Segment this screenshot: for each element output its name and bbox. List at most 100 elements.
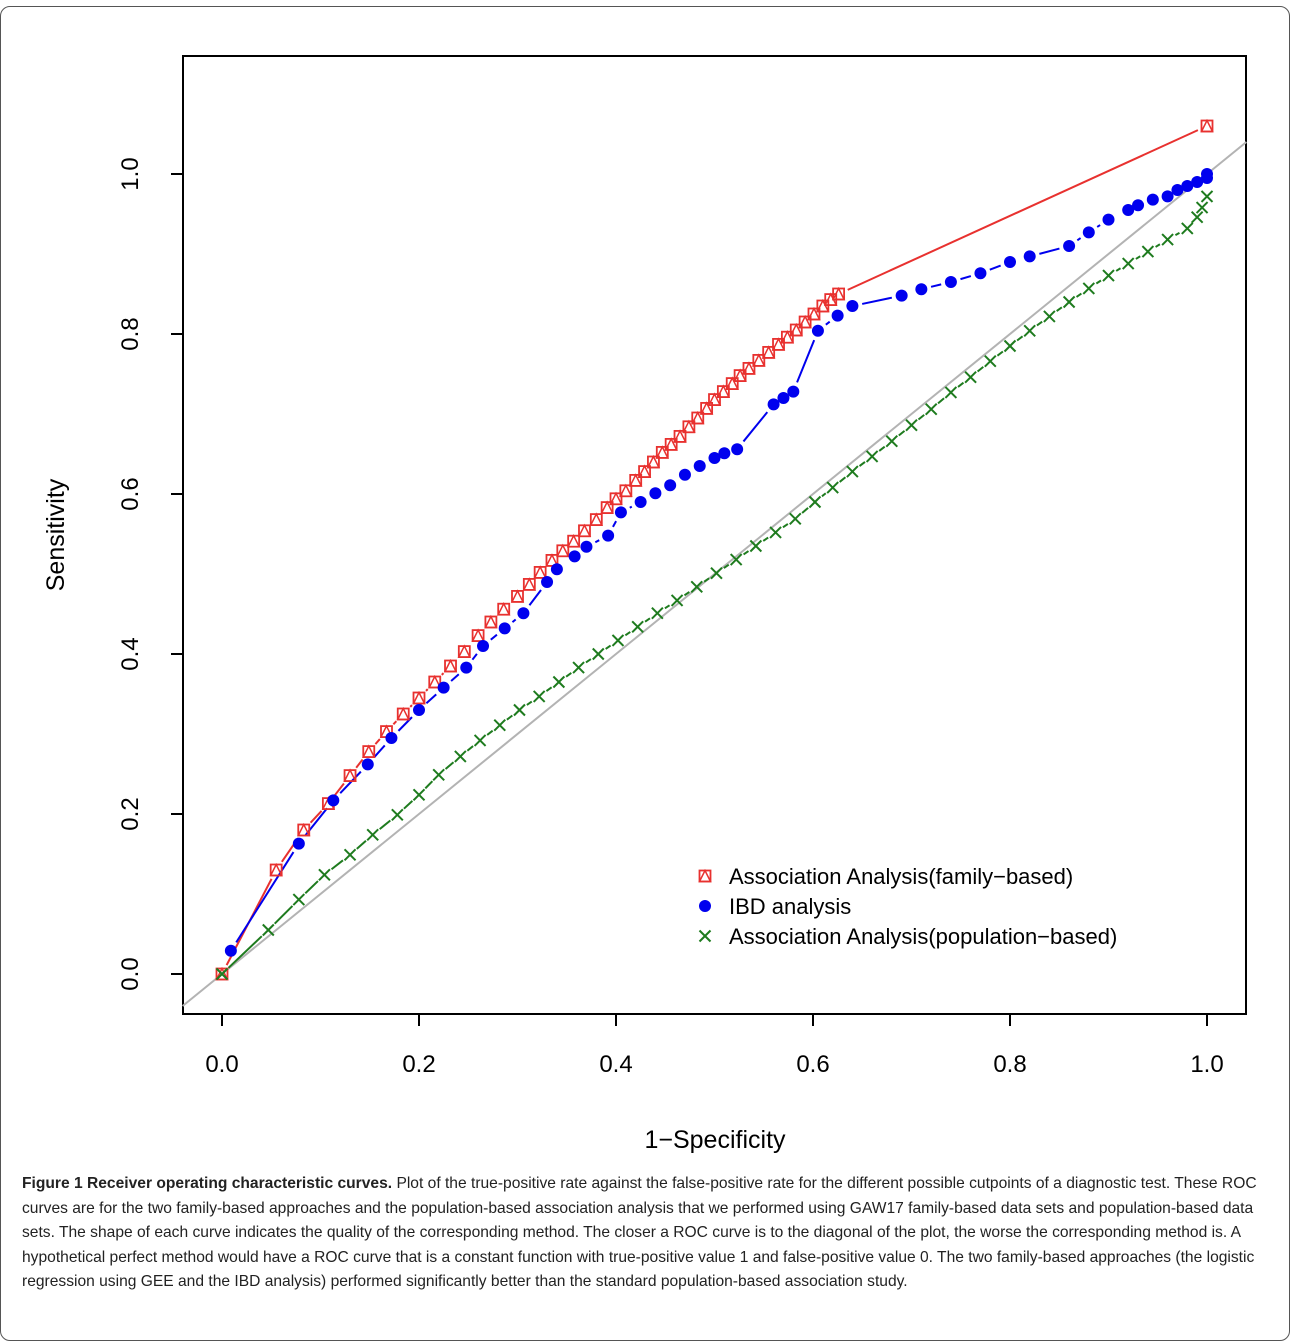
data-point xyxy=(568,550,581,563)
data-point xyxy=(831,309,844,322)
data-point xyxy=(631,620,644,634)
caption-label: Figure 1 Receiver operating characterist… xyxy=(22,1175,393,1192)
figure-frame xyxy=(0,6,1290,1341)
data-point xyxy=(362,744,376,758)
data-point xyxy=(572,661,585,674)
data-point xyxy=(670,594,684,607)
data-point xyxy=(808,495,822,509)
data-point xyxy=(1161,233,1174,246)
data-point xyxy=(1171,184,1184,196)
series-line-1 xyxy=(235,224,1101,943)
data-point xyxy=(789,322,803,337)
data-point xyxy=(905,418,918,432)
data-point xyxy=(729,553,743,566)
data-point xyxy=(224,944,237,957)
data-point xyxy=(552,675,566,689)
x-axis-label: 1−Specificity xyxy=(644,1126,786,1154)
legend-marker xyxy=(698,929,712,943)
data-point xyxy=(664,437,678,451)
data-point xyxy=(413,704,425,716)
data-point xyxy=(628,473,643,487)
data-point xyxy=(637,464,652,479)
data-point xyxy=(718,447,731,460)
data-point xyxy=(798,314,812,329)
x-tick-label: 0.0 xyxy=(205,1051,238,1078)
data-point xyxy=(885,434,899,448)
data-point xyxy=(651,606,664,620)
data-point xyxy=(327,794,340,807)
data-point xyxy=(1161,190,1174,203)
figure-caption: Figure 1 Receiver operating characterist… xyxy=(22,1172,1272,1295)
data-point xyxy=(1023,324,1036,338)
data-point xyxy=(215,966,229,981)
roc-chart: 0.0 0.2 0.4 0.6 0.8 1.0 0.0 0.2 0.4 0.6 0.8 1.0 1−… xyxy=(42,55,1248,1154)
data-point xyxy=(498,622,511,635)
y-tick-label: 0.2 xyxy=(117,797,144,830)
data-point xyxy=(690,580,703,594)
data-point xyxy=(1023,250,1036,263)
y-tick-label: 0.8 xyxy=(117,317,144,350)
data-point xyxy=(646,454,661,469)
data-point xyxy=(457,644,472,658)
data-point xyxy=(691,410,705,425)
series-markers-1 xyxy=(224,168,1213,957)
data-point xyxy=(619,483,633,498)
data-point xyxy=(611,634,625,647)
data-point xyxy=(1201,168,1213,180)
data-point xyxy=(1141,245,1155,258)
data-point xyxy=(678,468,691,481)
data-point xyxy=(477,640,490,652)
data-point xyxy=(1102,213,1115,226)
data-point xyxy=(682,419,696,434)
caption-text: Plot of the true-positive rate against t… xyxy=(22,1175,1257,1290)
data-point xyxy=(1122,204,1135,216)
data-point xyxy=(731,443,744,456)
data-point xyxy=(1063,240,1076,252)
data-point xyxy=(532,690,546,703)
data-point xyxy=(385,732,398,744)
data-point xyxy=(533,565,547,579)
data-point xyxy=(493,718,506,732)
data-point xyxy=(749,539,763,553)
data-point xyxy=(777,392,790,404)
data-point xyxy=(733,368,747,383)
series-lines xyxy=(225,129,1199,969)
data-point xyxy=(1200,118,1214,133)
data-point xyxy=(944,386,958,399)
data-point xyxy=(915,283,928,296)
data-point xyxy=(1102,269,1115,282)
data-point xyxy=(1191,176,1204,188)
data-point xyxy=(292,893,306,906)
y-tick-label: 1.0 xyxy=(117,157,144,190)
data-point xyxy=(1181,222,1194,235)
data-point xyxy=(1082,282,1096,295)
data-point xyxy=(541,576,554,588)
data-point xyxy=(634,496,647,508)
data-point xyxy=(428,674,442,689)
data-point xyxy=(1003,339,1017,353)
legend-label: IBD analysis xyxy=(729,894,851,919)
data-point xyxy=(895,289,908,302)
data-point xyxy=(707,392,722,407)
data-point xyxy=(318,868,331,882)
data-point xyxy=(262,923,275,937)
legend: Association Analysis(family−based) IBD an… xyxy=(698,864,1117,949)
x-tick-label: 0.4 xyxy=(599,1051,632,1078)
data-point xyxy=(513,703,526,717)
data-point xyxy=(602,529,615,542)
data-point xyxy=(964,370,977,384)
data-point xyxy=(614,506,627,519)
data-point xyxy=(269,862,283,877)
data-point xyxy=(811,324,824,337)
y-axis: 0.0 0.2 0.4 0.6 0.8 1.0 xyxy=(117,157,183,991)
data-point xyxy=(592,647,605,661)
y-tick-label: 0.4 xyxy=(117,637,144,670)
data-point xyxy=(556,543,570,558)
x-tick-label: 0.2 xyxy=(402,1051,435,1078)
data-point xyxy=(742,361,756,375)
data-point xyxy=(589,512,604,526)
data-point xyxy=(1200,190,1214,203)
data-point xyxy=(752,353,766,367)
series-markers-2 xyxy=(215,190,1214,981)
series-line-2 xyxy=(227,231,1180,969)
